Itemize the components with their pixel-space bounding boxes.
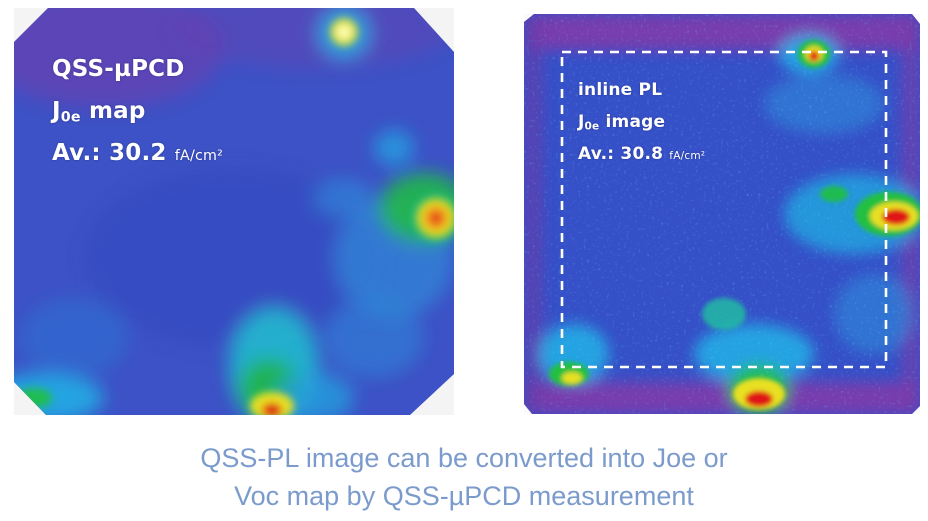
average-value: Av.: 30.2 bbox=[52, 140, 175, 166]
j-subscript: 0e bbox=[60, 109, 81, 126]
qss-upcd-map-image: QSS-µPCD J0e map Av.: 30.2 fA/cm² bbox=[14, 8, 454, 415]
j-symbol: J bbox=[578, 112, 585, 132]
average-value: Av.: 30.8 bbox=[578, 144, 670, 164]
j-subscript: 0e bbox=[584, 120, 600, 133]
j-symbol: J bbox=[52, 98, 61, 124]
average-value-label: Av.: 30.2 fA/cm² bbox=[52, 140, 223, 166]
method-label: inline PL bbox=[578, 80, 663, 100]
average-unit: fA/cm² bbox=[174, 148, 223, 164]
map-word: map bbox=[80, 98, 146, 124]
image-type-label: J0e image bbox=[578, 112, 665, 133]
caption-line-1: QSS-PL image can be converted into Joe o… bbox=[200, 443, 728, 473]
method-label: QSS-µPCD bbox=[52, 56, 185, 82]
map-type-label: J0e map bbox=[52, 98, 146, 126]
image-word: image bbox=[599, 112, 666, 132]
inline-pl-map-image: inline PL J0e image Av.: 30.8 fA/cm² bbox=[524, 14, 920, 414]
average-value-label: Av.: 30.8 fA/cm² bbox=[578, 144, 705, 164]
caption-line-2: Voc map by QSS-µPCD measurement bbox=[234, 481, 694, 511]
average-unit: fA/cm² bbox=[669, 150, 706, 162]
qss-upcd-heatmap bbox=[14, 8, 454, 415]
inline-pl-region-frame bbox=[560, 50, 888, 369]
inline-pl-heatmap bbox=[524, 14, 920, 414]
